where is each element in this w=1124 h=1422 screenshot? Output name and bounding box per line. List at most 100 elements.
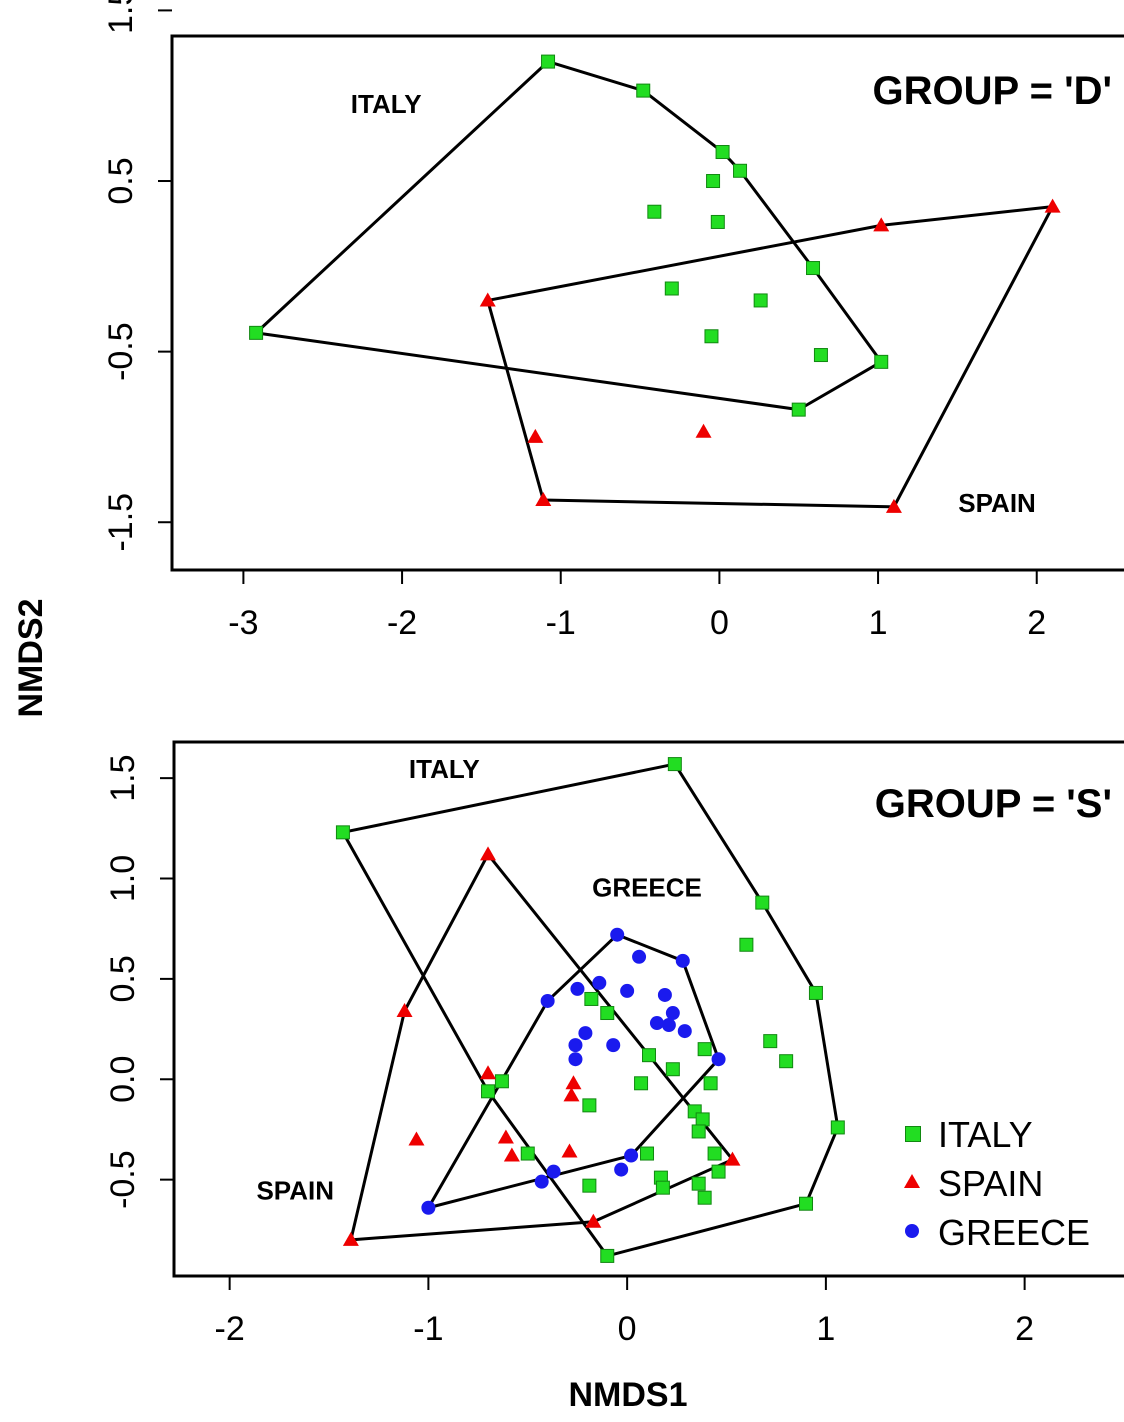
point-greece	[632, 949, 647, 964]
y-tick-label: 0.5	[104, 955, 142, 1002]
point-italy	[584, 991, 599, 1006]
region-label-spain: SPAIN	[256, 1176, 334, 1206]
point-greece	[661, 1018, 676, 1033]
group-title: GROUP = 'S'	[875, 782, 1112, 826]
x-tick-label: 2	[1027, 604, 1046, 642]
point-italy	[691, 1176, 706, 1191]
y-tick-label: -1.5	[102, 493, 140, 552]
point-spain	[561, 1143, 578, 1158]
region-label-spain: SPAIN	[958, 488, 1036, 518]
x-tick-label: -1	[413, 1310, 443, 1348]
point-italy	[655, 1180, 670, 1195]
shared-y-axis-title: NMDS2	[12, 598, 50, 717]
point-greece	[546, 1164, 561, 1179]
point-italy	[691, 1124, 706, 1139]
x-tick-label: -1	[546, 604, 576, 642]
point-italy	[830, 1120, 845, 1135]
point-italy	[481, 1084, 496, 1099]
region-label-italy: ITALY	[409, 754, 480, 784]
group-title: GROUP = 'D'	[873, 69, 1112, 113]
y-tick-label: 0.0	[104, 1056, 142, 1103]
point-spain	[497, 1129, 514, 1144]
point-italy	[695, 1112, 710, 1127]
plot-frame	[172, 740, 1124, 1278]
point-greece	[570, 981, 585, 996]
point-italy	[634, 1076, 649, 1091]
point-italy	[733, 163, 748, 178]
point-italy	[808, 985, 823, 1000]
point-greece	[665, 1006, 680, 1021]
point-greece	[421, 1200, 436, 1215]
point-italy	[753, 293, 768, 308]
x-tick-label: -2	[215, 1310, 245, 1348]
point-greece	[620, 983, 635, 998]
y-tick-label: 0.5	[102, 157, 140, 204]
legend-label-greece: GREECE	[938, 1212, 1090, 1253]
point-italy	[779, 1054, 794, 1069]
legend-label-italy: ITALY	[938, 1114, 1033, 1155]
legend-label-spain: SPAIN	[938, 1163, 1043, 1204]
panel-group-s: -2 -1 0 1 2 -0.5 0.0 0.5 1.0 1.5 GROUP = 'S' ITALY G…	[104, 740, 1124, 1348]
point-spain	[563, 1087, 580, 1102]
point-italy	[600, 1006, 615, 1021]
point-spain	[1044, 198, 1061, 213]
point-italy	[582, 1178, 597, 1193]
point-spain	[342, 1231, 359, 1246]
point-italy	[697, 1042, 712, 1057]
y-tick-label: -0.5	[104, 1150, 142, 1209]
point-greece	[606, 1038, 621, 1053]
point-italy	[520, 1146, 535, 1161]
point-italy	[791, 402, 806, 417]
point-italy	[703, 1076, 718, 1091]
point-italy	[642, 1048, 656, 1063]
region-label-italy: ITALY	[351, 89, 422, 119]
point-italy	[582, 1098, 597, 1113]
point-spain	[396, 1003, 413, 1018]
point-italy	[755, 895, 770, 910]
point-greece	[540, 993, 555, 1008]
point-greece	[578, 1026, 593, 1041]
panel-group-d: -3 -2 -1 0 1 2 -1.5 -0.5 0.5 1.5 GROUP = 'D' ITALY S…	[102, 0, 1124, 642]
point-greece	[624, 1148, 639, 1163]
point-greece	[675, 953, 690, 968]
x-tick-label: 2	[1015, 1310, 1034, 1348]
point-italy	[704, 329, 719, 344]
point-spain	[535, 492, 552, 507]
legend-marker-spain	[904, 1174, 920, 1188]
point-spain	[480, 1065, 497, 1080]
point-greece	[568, 1052, 583, 1067]
point-italy	[806, 261, 821, 276]
point-greece	[610, 927, 625, 942]
point-greece	[711, 1052, 726, 1067]
point-spain	[565, 1075, 582, 1090]
y-tick-label: 1.5	[102, 0, 140, 34]
point-spain	[527, 428, 544, 443]
point-italy	[799, 1196, 814, 1211]
x-tick-label: -3	[228, 604, 258, 642]
point-italy	[600, 1248, 615, 1263]
point-italy	[494, 1074, 509, 1089]
x-axis-title: NMDS1	[568, 1376, 687, 1414]
point-greece	[649, 1016, 664, 1031]
y-tick-label: 1.0	[104, 855, 142, 902]
x-tick-label: -2	[387, 604, 417, 642]
point-spain	[724, 1151, 741, 1166]
point-italy	[763, 1034, 778, 1049]
point-italy	[739, 937, 754, 952]
x-tick-label: 0	[618, 1310, 637, 1348]
point-italy	[249, 325, 264, 340]
point-italy	[636, 83, 651, 98]
x-tick-label: 1	[816, 1310, 835, 1348]
x-tick-label: 1	[869, 604, 888, 642]
point-greece	[568, 1038, 583, 1053]
point-italy	[640, 1146, 655, 1161]
region-label-greece: GREECE	[592, 873, 702, 903]
plot-frame	[170, 34, 1124, 572]
point-greece	[592, 975, 607, 990]
point-spain	[479, 292, 496, 307]
y-tick-label: -0.5	[102, 322, 140, 381]
point-italy	[667, 757, 682, 772]
point-italy	[697, 1190, 712, 1205]
point-greece	[614, 1162, 629, 1177]
point-italy	[706, 174, 721, 189]
